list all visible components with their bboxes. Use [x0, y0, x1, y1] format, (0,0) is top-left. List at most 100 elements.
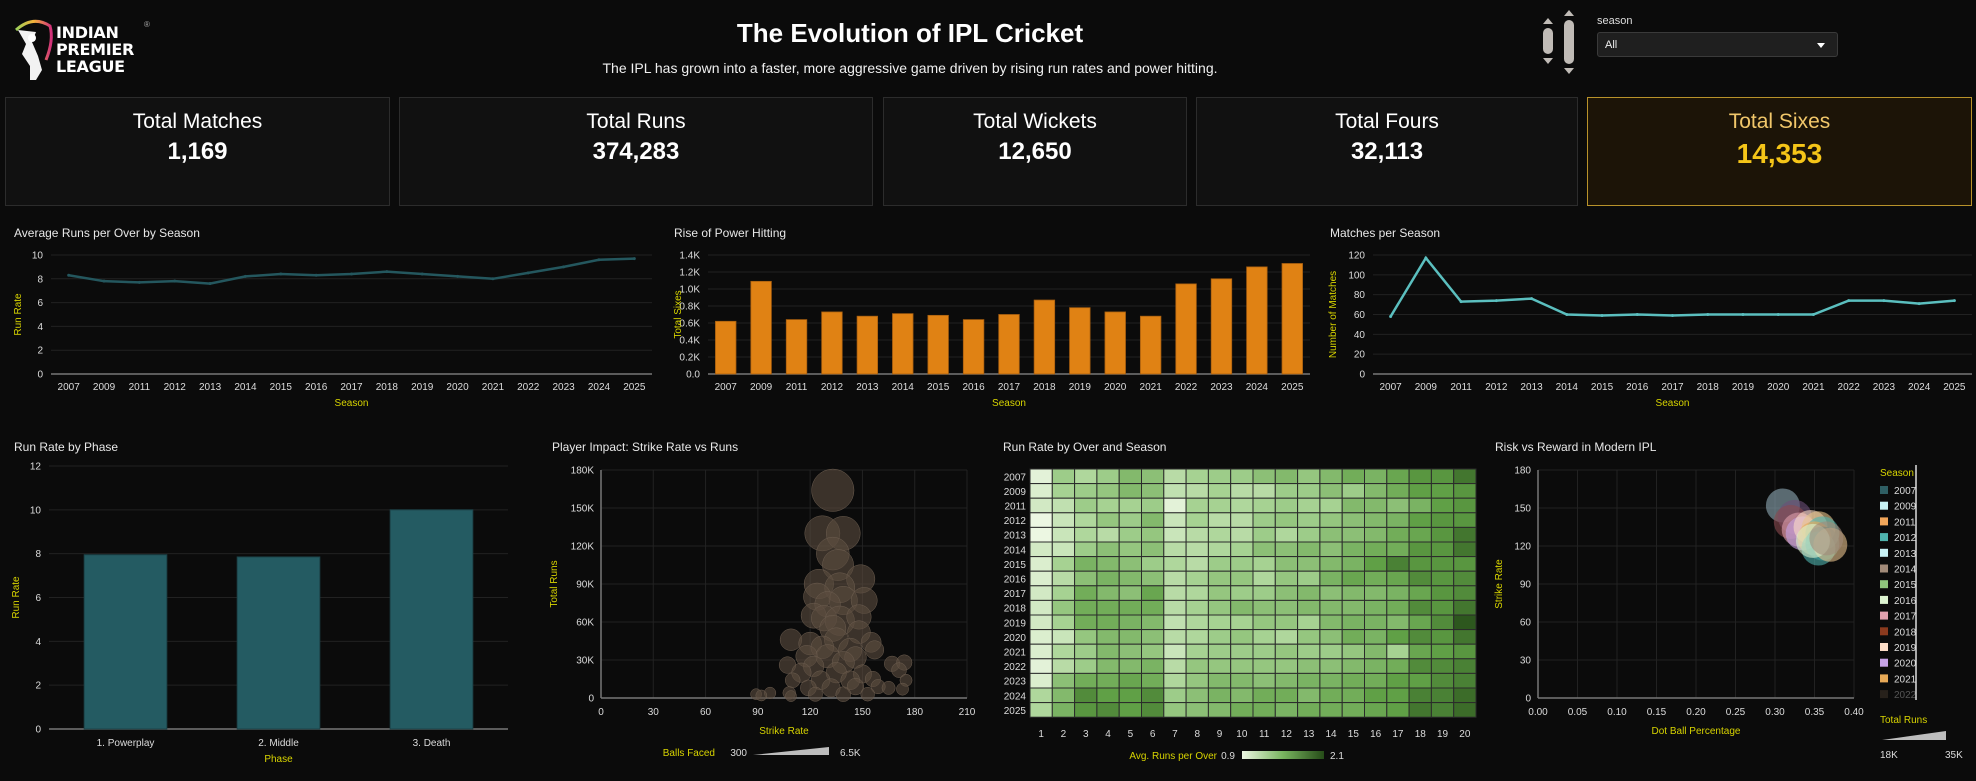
heatmap-cell — [1051, 556, 1076, 572]
x-tick-label: 2007 — [715, 382, 738, 393]
heatmap-cell — [1430, 702, 1455, 718]
heatmap-cell — [1163, 687, 1187, 704]
heatmap-cell — [1118, 614, 1142, 631]
heatmap-cell — [1386, 483, 1410, 499]
row-label: 2025 — [1004, 706, 1027, 717]
row-label: 2017 — [1004, 589, 1027, 600]
heatmap-cell — [1341, 497, 1366, 514]
sixes-bar — [1281, 263, 1303, 375]
x-tick-label: 2017 — [1661, 382, 1684, 393]
row-label: 2018 — [1004, 604, 1027, 615]
heatmap-cell — [1274, 585, 1299, 601]
x-tick-label: 150 — [854, 707, 871, 718]
heatmap-cell — [1185, 541, 1209, 558]
scroll-thumb[interactable] — [1543, 28, 1553, 54]
legend-label: 2011 — [1894, 517, 1916, 528]
heatmap-cell — [1141, 658, 1165, 674]
heatmap-cell — [1364, 570, 1388, 587]
heatmap-cell — [1453, 629, 1477, 645]
y-tick-label: 0 — [588, 694, 594, 705]
heatmap-cell — [1141, 556, 1165, 572]
scroll-thumb[interactable] — [1564, 20, 1574, 64]
heatmap-cell — [1141, 541, 1165, 558]
heatmap-cell — [1118, 570, 1142, 587]
legend-label: 2020 — [1894, 659, 1917, 670]
heatmap-cell — [1230, 599, 1254, 616]
matches-point — [1459, 300, 1463, 304]
heatmap-cell — [1453, 526, 1477, 543]
sixes-bar — [1069, 307, 1091, 375]
scroll-up-icon[interactable] — [1543, 18, 1553, 24]
heatmap-cell — [1230, 614, 1254, 631]
chart-title-runrate-season: Average Runs per Over by Season — [14, 226, 200, 240]
heatmap-cell — [1096, 497, 1120, 514]
heatmap-cell — [1386, 468, 1410, 485]
heatmap-cell — [1386, 629, 1410, 645]
size-legend-label: Balls Faced — [663, 748, 715, 759]
matches-point — [1741, 313, 1745, 316]
heatmap-cell — [1252, 512, 1276, 528]
heatmap-cell — [1252, 497, 1276, 514]
heatmap-cell — [1297, 483, 1321, 499]
runrate-point — [279, 272, 283, 276]
scrollbar-large[interactable] — [1563, 10, 1575, 74]
heatmap-cell — [1185, 570, 1209, 587]
page-subtitle: The IPL has grown into a faster, more ag… — [602, 60, 1218, 76]
y-tick-label: 8 — [37, 274, 43, 285]
scroll-down-icon[interactable] — [1564, 68, 1574, 74]
heatmap-cell — [1141, 483, 1165, 499]
heatmap-cell — [1051, 687, 1076, 704]
sixes-bar — [1175, 283, 1197, 375]
x-tick-label: 2015 — [270, 382, 293, 393]
legend-swatch — [1880, 658, 1888, 667]
x-tick-label: 0 — [598, 707, 604, 718]
matches-series-line — [1389, 255, 1955, 318]
heatmap-cell — [1074, 468, 1098, 485]
column-label: 5 — [1128, 729, 1134, 740]
heatmap-cell — [1341, 483, 1366, 499]
batsman-logo-icon — [15, 19, 53, 80]
scrollbar-small[interactable] — [1542, 18, 1554, 64]
heatmap-cell — [1029, 658, 1053, 674]
x-tick-label: 2025 — [1281, 382, 1304, 393]
row-label: 2020 — [1004, 633, 1027, 644]
heatmap-cell — [1074, 687, 1098, 704]
heatmap-cell — [1029, 541, 1053, 558]
sixes-bar — [927, 314, 949, 375]
heatmap-cell — [1319, 658, 1343, 674]
heatmap-cell — [1051, 629, 1076, 645]
heatmap-cell — [1163, 629, 1187, 645]
x-tick-label: 2019 — [411, 382, 434, 393]
x-tick-label: 180 — [906, 707, 923, 718]
chevron-down-icon[interactable] — [1817, 43, 1825, 48]
y-tick-label: 120K — [571, 542, 595, 553]
page-title: The Evolution of IPL Cricket — [736, 18, 1084, 48]
heatmap-cell — [1141, 585, 1165, 601]
heatmap-cell — [1341, 585, 1366, 601]
legend-title: Season — [1880, 468, 1914, 479]
heatmap-cell — [1408, 570, 1432, 587]
sixes-bar — [998, 314, 1020, 375]
scroll-down-icon[interactable] — [1543, 58, 1553, 64]
heatmap-cell — [1430, 512, 1455, 528]
y-tick-label: 6 — [37, 298, 43, 309]
heatmap-cell — [1408, 585, 1432, 601]
heatmap-cell — [1207, 497, 1232, 514]
y-tick-label: 0 — [37, 370, 43, 381]
heatmap-cell — [1051, 468, 1076, 485]
scroll-up-icon[interactable] — [1564, 10, 1574, 16]
legend-label: 2007 — [1894, 486, 1917, 497]
x-tick-label: 0.10 — [1607, 707, 1627, 718]
chart-title-sixes: Rise of Power Hitting — [674, 226, 787, 240]
heatmap-cell — [1163, 614, 1187, 631]
heatmap-cell — [1230, 658, 1254, 674]
heatmap-cell — [1141, 629, 1165, 645]
heatmap-cell — [1430, 614, 1455, 631]
heatmap-cell — [1408, 672, 1432, 689]
heatmap-cell — [1319, 599, 1343, 616]
heatmap-cell — [1386, 643, 1410, 660]
heatmap-cell — [1230, 702, 1254, 718]
y-tick-label: 100 — [1348, 270, 1365, 281]
season-filter-select[interactable]: All — [1597, 32, 1838, 57]
sixes-bar — [962, 319, 985, 375]
